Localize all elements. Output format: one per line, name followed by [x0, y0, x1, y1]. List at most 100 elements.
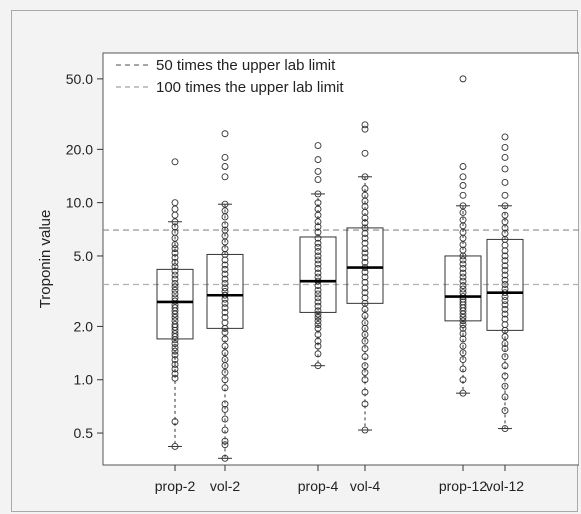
group-prop-4-point-9	[314, 310, 322, 318]
group-prop-12-box	[444, 255, 482, 322]
x-tick-label-vol-4: vol-4	[350, 478, 381, 494]
group-prop-2-point-45	[171, 158, 179, 166]
group-prop-4-point-24	[314, 248, 322, 255]
group-vol-12-box	[486, 238, 524, 331]
group-prop-2-point-29	[171, 275, 179, 283]
group-vol-4-point-26	[361, 239, 369, 247]
group-prop-12-point-4	[459, 349, 467, 357]
group-vol-2-point-41	[221, 173, 229, 181]
group-vol-12-point-40	[501, 133, 509, 141]
group-vol-2-point-37	[221, 221, 229, 229]
group-vol-12-point-3	[501, 382, 509, 390]
group-vol-4-point-29	[361, 224, 369, 232]
group-vol-4-point-25	[361, 245, 369, 253]
group-prop-12-point-35	[459, 209, 467, 216]
group-prop-12-point-37	[459, 191, 467, 199]
group-prop-4-point-11	[314, 302, 322, 310]
boxes-layer	[156, 75, 524, 462]
group-vol-2-point-17	[221, 319, 229, 327]
group-vol-12-point-0	[501, 425, 509, 433]
group-vol-2-point-31	[221, 256, 229, 264]
group-prop-2-point-7	[171, 351, 179, 359]
group-vol-4-point-3	[361, 376, 369, 384]
group-vol-12-point-4	[501, 372, 509, 380]
group-vol-2-point-19	[221, 308, 229, 316]
group-prop-2-point-13	[171, 330, 179, 338]
group-vol-2-point-30	[221, 261, 229, 269]
group-prop-12-point-5	[459, 342, 467, 350]
group-vol-2-point-25	[221, 284, 229, 292]
group-prop-4-point-25	[314, 243, 322, 251]
group-prop-4-point-22	[314, 256, 322, 264]
group-prop-4-point-23	[314, 252, 322, 260]
group-vol-2-point-2	[221, 437, 229, 445]
group-vol-2-point-15	[221, 328, 229, 336]
group-prop-12-point-26	[459, 260, 467, 268]
group-prop-12-point-3	[459, 356, 467, 364]
group-prop-2-point-32	[171, 263, 179, 271]
group-prop-12-point-9	[459, 321, 467, 328]
group-vol-2-point-21	[221, 299, 229, 307]
group-prop-2-point-27	[171, 283, 179, 291]
group-vol-4-point-28	[361, 230, 369, 237]
group-vol-12-point-27	[501, 247, 509, 255]
group-prop-4-point-35	[314, 176, 322, 184]
group-vol-4-point-31	[361, 214, 369, 222]
group-vol-4-point-33	[361, 203, 369, 211]
group-vol-12-point-24	[501, 262, 509, 270]
group-vol-2-point-39	[221, 207, 229, 215]
group-prop-4-point-5	[314, 324, 322, 332]
group-vol-12-point-37	[501, 165, 509, 173]
group-prop-2-point-21	[171, 304, 179, 312]
group-vol-12-point-13	[501, 310, 509, 318]
group-vol-2-point-43	[221, 153, 229, 161]
group-prop-2-point-28	[171, 279, 179, 287]
group-vol-2-point-44	[221, 130, 229, 138]
y-tick-label-4: 10.0	[66, 195, 93, 211]
group-prop-2-point-41	[171, 218, 179, 226]
group-vol-4-point-30	[361, 219, 369, 227]
group-prop-2-point-3	[171, 370, 179, 378]
x-tick-label-vol-12: vol-12	[486, 478, 524, 494]
group-vol-4-point-16	[361, 289, 369, 297]
group-vol-4-point-15	[361, 294, 369, 302]
group-prop-4-point-38	[314, 142, 322, 150]
group-prop-4-point-7	[314, 317, 322, 325]
group-vol-4-box	[346, 227, 384, 304]
group-vol-12-point-39	[501, 143, 509, 151]
y-tick-label-5: 20.0	[66, 141, 93, 157]
group-vol-4-point-39	[361, 125, 369, 133]
boxplot-chart: 0.51.02.05.010.020.050.0 prop-2 vol-2 prop…	[37, 52, 579, 494]
group-vol-12-point-11	[501, 321, 509, 328]
group-vol-4-point-27	[361, 234, 369, 242]
group-vol-2-point-33	[221, 245, 229, 253]
group-vol-4-point-4	[361, 368, 369, 376]
y-tick-label-3: 5.0	[74, 248, 94, 264]
group-vol-4-point-35	[361, 191, 369, 199]
group-prop-12-point-25	[459, 265, 467, 272]
group-vol-2-point-29	[221, 265, 229, 273]
group-prop-12-point-6	[459, 335, 467, 343]
group-vol-2-point-13	[221, 342, 229, 350]
group-vol-4-point-20	[361, 268, 369, 276]
group-vol-12-point-16	[501, 297, 509, 305]
group-prop-12-point-7	[459, 330, 467, 338]
group-prop-2-point-30	[171, 271, 179, 279]
group-vol-2-point-27	[221, 275, 229, 283]
group-vol-2-point-1	[221, 441, 229, 449]
y-tick-label-2: 2.0	[74, 318, 94, 334]
group-prop-4-point-0	[314, 362, 322, 370]
group-prop-4-point-30	[314, 218, 322, 226]
group-prop-2-point-16	[171, 321, 179, 328]
group-vol-4-point-19	[361, 273, 369, 281]
group-prop-2-point-34	[171, 254, 179, 261]
group-vol-4-point-23	[361, 254, 369, 261]
group-vol-4-point-8	[361, 337, 369, 345]
y-axis: 0.5 1.0 2.0 5.0 10.0 20.0 50.0	[66, 71, 103, 441]
x-tick-label-prop-2: prop-2	[155, 478, 196, 494]
y-axis-title: Troponin value	[37, 210, 54, 309]
group-vol-12-point-14	[501, 305, 509, 313]
group-vol-12-point-35	[501, 191, 509, 199]
y-tick-label-1: 1.0	[74, 372, 94, 388]
group-prop-12-point-29	[459, 246, 467, 254]
